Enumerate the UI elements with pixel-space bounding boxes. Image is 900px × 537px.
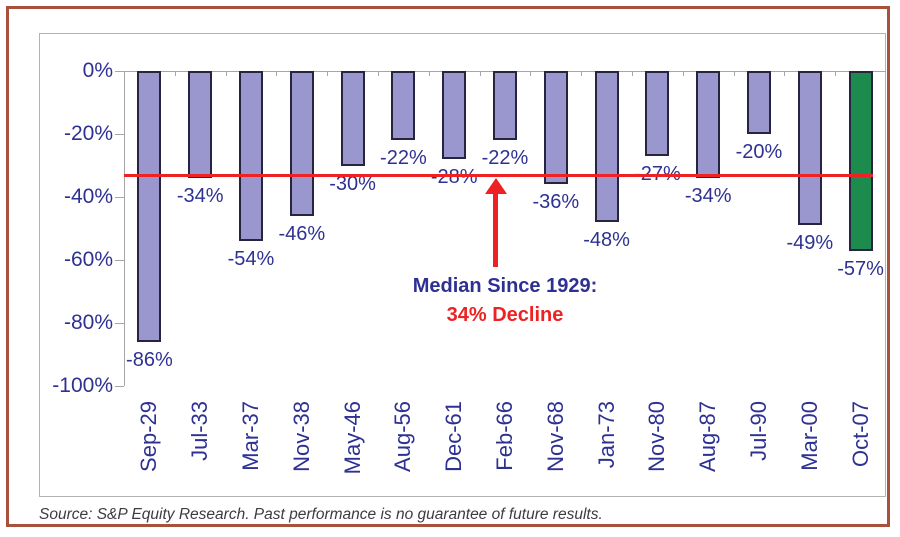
- x-axis-label: Mar-37: [238, 401, 263, 471]
- y-axis-tick-label: -100%: [52, 374, 113, 397]
- bar-value-label: -34%: [176, 185, 224, 208]
- bar-mar-37: [239, 71, 263, 242]
- bar-jul-33: [188, 71, 213, 179]
- x-axis-tick: [174, 71, 176, 76]
- y-axis-tick: [115, 197, 124, 198]
- y-axis-line: [124, 71, 125, 386]
- x-axis-label: Sep-29: [136, 401, 162, 472]
- x-axis-label: May-46: [339, 401, 365, 475]
- bar-aug-56: [391, 71, 416, 141]
- x-axis-tick: [632, 71, 633, 76]
- x-axis-label: Oct-07: [847, 401, 873, 468]
- bar-value-label: -54%: [227, 248, 275, 271]
- x-axis-label: Jul-33: [187, 401, 213, 461]
- bar-value-label: -57%: [837, 257, 884, 280]
- y-axis-tick-label: -40%: [63, 185, 113, 208]
- y-axis-tick-label: 0%: [82, 59, 113, 82]
- x-axis-tick: [378, 71, 379, 76]
- y-axis-tick: [115, 386, 124, 387]
- bar-value-label: -46%: [278, 222, 326, 245]
- bar-value-label: -48%: [583, 229, 630, 252]
- up-arrow-icon: [493, 193, 498, 267]
- x-axis-tick: [784, 71, 786, 76]
- y-axis-tick-label: -60%: [63, 248, 113, 271]
- x-axis-label: Nov-38: [288, 401, 314, 472]
- y-axis-tick: [115, 71, 124, 72]
- y-axis-tick-label: -80%: [63, 311, 113, 334]
- x-axis-label: Nov-80: [644, 401, 670, 472]
- x-axis-label: Jan-73: [593, 401, 619, 469]
- y-axis-tick: [115, 260, 124, 261]
- bar-value-label: -30%: [329, 172, 376, 195]
- bar-value-label: -49%: [786, 232, 834, 255]
- bar-jan-73: [594, 71, 619, 223]
- bar-value-label: -22%: [380, 147, 427, 170]
- bar-value-label: -34%: [684, 185, 732, 208]
- x-axis-tick: [733, 71, 735, 76]
- bar-feb-66: [493, 71, 517, 141]
- y-axis-tick: [115, 323, 124, 324]
- bar-value-label: -20%: [735, 141, 783, 163]
- bar-aug-87: [696, 71, 721, 179]
- bar-nov-38: [289, 71, 314, 216]
- x-axis-label: Mar-00: [796, 401, 822, 471]
- x-axis-tick: [581, 71, 583, 76]
- x-axis-tick: [682, 71, 684, 76]
- bar-value-label: -28%: [430, 166, 478, 189]
- x-axis-tick: [835, 71, 837, 76]
- x-axis-tick: [428, 71, 430, 76]
- bar-mar-00: [797, 71, 822, 226]
- median-annotation-title: Median Since 1929:: [412, 275, 598, 297]
- source-note: Source: S&P Equity Research. Past perfor…: [39, 506, 603, 523]
- x-axis-tick: [276, 71, 278, 76]
- x-axis-label: Dec-61: [441, 401, 467, 472]
- x-axis-tick: [327, 71, 329, 76]
- x-axis-label: Jul-90: [746, 401, 771, 461]
- x-axis-tick: [225, 71, 227, 76]
- x-axis-label: Aug-87: [695, 401, 721, 472]
- x-axis-label: Aug-56: [390, 401, 416, 472]
- x-axis-tick: [530, 71, 532, 76]
- median-annotation: Median Since 1929: 34% Decline: [355, 272, 655, 330]
- bar-value-label: -86%: [126, 348, 173, 371]
- bar-value-label: -36%: [532, 191, 580, 214]
- y-axis-tick-label: -20%: [63, 122, 113, 145]
- bar-dec-61: [442, 71, 467, 160]
- bar-oct-07: [848, 71, 873, 251]
- chart-frame: 0% -20% -40% -60% -80% -100% -86% Sep-29 -34% Jul…: [6, 6, 890, 527]
- median-line: [124, 173, 873, 177]
- bar-may-46: [340, 71, 365, 166]
- x-axis-label: Nov-68: [542, 401, 568, 472]
- bar-nov-68: [543, 71, 568, 185]
- bar-value-label: -22%: [481, 147, 529, 170]
- y-axis-tick: [115, 134, 124, 135]
- median-annotation-value: 34% Decline: [446, 304, 564, 326]
- bar-nov-80: [645, 71, 670, 157]
- x-axis-tick: [479, 71, 481, 76]
- x-axis-label: Feb-66: [492, 401, 517, 471]
- bar-sep-29: [137, 71, 162, 342]
- up-arrow-head-icon: [485, 178, 507, 194]
- bar-jul-90: [747, 71, 771, 134]
